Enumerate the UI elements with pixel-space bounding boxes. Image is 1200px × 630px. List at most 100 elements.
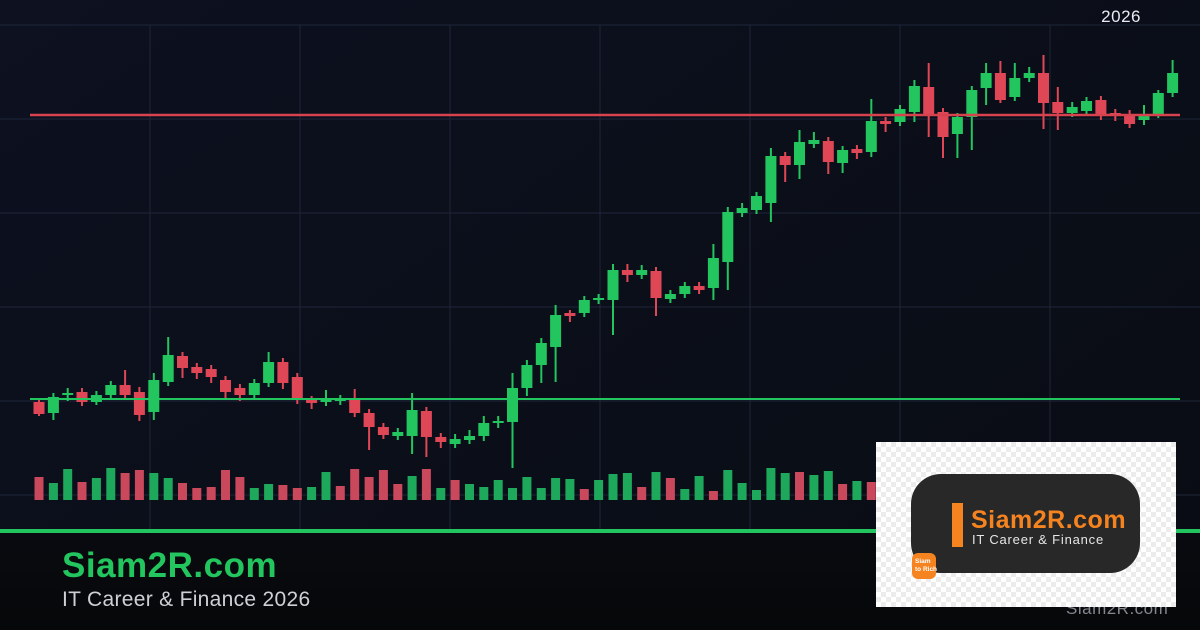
- candle-body: [1023, 73, 1035, 78]
- candle-body: [937, 112, 949, 137]
- logo-title: Siam2R.com: [971, 506, 1127, 534]
- volume-bar: [350, 469, 360, 500]
- volume-bar: [780, 473, 790, 500]
- volume-bar: [221, 470, 230, 500]
- candle-body: [119, 385, 131, 395]
- candle-body: [191, 367, 203, 373]
- volume-bar: [536, 488, 546, 500]
- candle-body: [722, 212, 734, 262]
- footer-tagline-text: IT Career & Finance 2026: [62, 588, 311, 611]
- candle-body: [47, 397, 59, 413]
- volume-bar: [823, 471, 833, 500]
- volume-bar: [393, 484, 403, 500]
- candle-body: [1066, 107, 1078, 113]
- candle-body: [449, 439, 461, 444]
- volume-bar: [479, 487, 489, 500]
- candle-body: [880, 121, 892, 124]
- volume-bar: [708, 491, 718, 500]
- volume-bar: [407, 476, 417, 500]
- candle-body: [693, 286, 705, 290]
- candle-body: [478, 423, 490, 436]
- candle-body: [76, 392, 88, 402]
- candle-body: [994, 73, 1006, 100]
- volume-bar: [34, 477, 44, 500]
- volume-bar: [264, 484, 274, 500]
- volume-bar: [278, 485, 288, 500]
- logo-image-checkerboard: Siam2R.com IT Career & Finance Siam to R…: [876, 442, 1176, 607]
- candle-body: [205, 369, 217, 377]
- volume-bar: [665, 478, 675, 500]
- volume-bar: [608, 474, 618, 500]
- candle-body: [578, 300, 590, 313]
- candle-body: [248, 383, 260, 395]
- candle-body: [105, 385, 117, 395]
- candle-body: [707, 258, 719, 288]
- candle-body: [951, 117, 963, 134]
- volume-bar: [91, 478, 101, 500]
- year-label: 2026: [1101, 7, 1141, 26]
- volume-bar: [134, 470, 144, 500]
- candle-body: [1138, 114, 1150, 120]
- volume-bar: [178, 483, 187, 500]
- candle-body: [664, 294, 676, 299]
- candle-body: [277, 362, 289, 383]
- badge-line2: to Rich: [915, 565, 938, 573]
- candle-body: [1009, 78, 1021, 97]
- candle-body: [865, 121, 877, 152]
- candle-body: [234, 388, 246, 395]
- candle-body: [1167, 73, 1179, 93]
- volume-bar: [723, 470, 733, 500]
- candle-body: [908, 86, 920, 112]
- volume-bar: [493, 480, 503, 500]
- candle-body: [808, 140, 820, 144]
- candle-body: [564, 313, 576, 316]
- volume-bar: [436, 488, 446, 500]
- candle-body: [621, 270, 633, 275]
- volume-bar: [465, 484, 474, 500]
- candle-body: [33, 402, 45, 414]
- volume-bar: [307, 487, 317, 500]
- volume-bar: [809, 475, 819, 500]
- candle-body: [363, 413, 375, 427]
- volume-bar: [163, 478, 173, 500]
- candle-body: [794, 142, 805, 165]
- volume-bar: [637, 487, 647, 500]
- candle-body: [650, 271, 662, 298]
- candles: [33, 55, 1179, 468]
- volume-bar: [694, 476, 704, 500]
- candle-body: [162, 355, 174, 382]
- candle-body: [420, 411, 432, 437]
- volume-bar: [651, 472, 661, 500]
- candle-body: [521, 365, 533, 388]
- volume-bar: [579, 489, 589, 500]
- candle-body: [679, 286, 691, 294]
- footer-brand-text: Siam2R.com: [62, 546, 278, 585]
- volume-bar: [594, 480, 604, 500]
- candle-body: [62, 393, 74, 395]
- candle-body: [980, 73, 992, 88]
- volume-bar: [752, 490, 761, 500]
- volume-bar: [622, 473, 632, 500]
- candle-body: [492, 421, 504, 423]
- volume-bar: [364, 477, 374, 500]
- candle-body: [966, 90, 978, 117]
- volume-bar: [866, 482, 876, 500]
- candle-body: [1052, 102, 1064, 113]
- candle-body: [1081, 101, 1092, 111]
- candle-body: [851, 149, 863, 153]
- logo-subtitle: IT Career & Finance: [972, 532, 1105, 547]
- volume-bar: [450, 480, 460, 500]
- volume-bar: [249, 488, 259, 500]
- volume-bar: [565, 479, 575, 500]
- candle-body: [148, 380, 160, 412]
- candle-body: [837, 150, 849, 163]
- candle-body: [822, 141, 834, 162]
- candle-body: [1124, 114, 1136, 124]
- volume-bar: [795, 472, 804, 500]
- candle-body: [923, 87, 935, 115]
- logo-accent-bar: [952, 503, 963, 547]
- volume-bar: [551, 478, 561, 500]
- volume-bars: [34, 468, 891, 500]
- volume-bar: [522, 477, 532, 500]
